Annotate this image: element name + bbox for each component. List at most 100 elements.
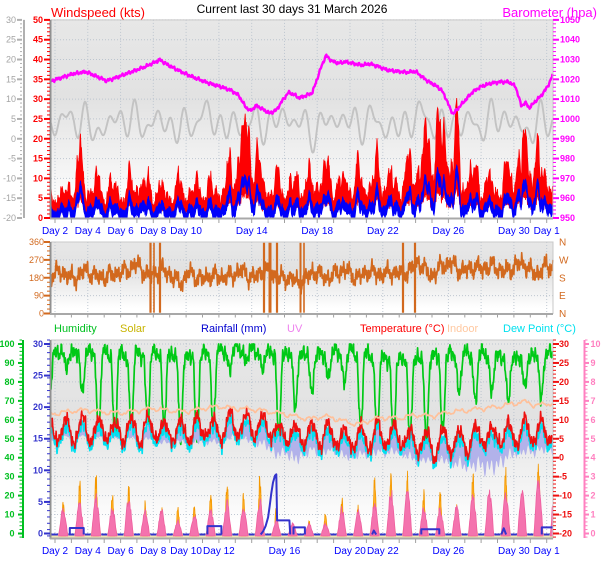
svg-text:0: 0	[559, 453, 564, 463]
svg-text:S: S	[559, 273, 566, 284]
svg-text:4: 4	[591, 453, 596, 463]
svg-text:Day 4: Day 4	[75, 226, 102, 237]
svg-text:Day 30: Day 30	[498, 226, 530, 237]
svg-text:-15: -15	[559, 510, 572, 520]
svg-text:Day 2: Day 2	[42, 226, 69, 237]
svg-text:5: 5	[38, 193, 43, 203]
svg-text:Current last 30 days 31 March: Current last 30 days 31 March 2026	[197, 2, 388, 16]
svg-text:25: 25	[33, 114, 43, 124]
svg-text:100: 100	[0, 339, 15, 349]
svg-text:1040: 1040	[560, 35, 580, 45]
svg-text:Day 1: Day 1	[534, 546, 561, 557]
svg-text:10: 10	[33, 173, 43, 183]
svg-text:5: 5	[38, 497, 43, 507]
svg-text:Day 6: Day 6	[108, 546, 135, 557]
svg-text:2: 2	[591, 491, 596, 501]
svg-text:20: 20	[33, 402, 43, 412]
svg-text:7: 7	[591, 396, 596, 406]
svg-text:10: 10	[4, 510, 14, 520]
svg-text:10: 10	[591, 339, 601, 349]
svg-text:6: 6	[591, 415, 596, 425]
svg-text:N: N	[559, 238, 566, 249]
svg-text:30: 30	[33, 339, 43, 349]
svg-text:0: 0	[39, 309, 44, 319]
svg-text:Windspeed (kts): Windspeed (kts)	[51, 5, 145, 20]
svg-text:Day 12: Day 12	[203, 546, 235, 557]
svg-text:80: 80	[4, 377, 14, 387]
svg-text:10: 10	[6, 94, 16, 104]
svg-text:30: 30	[33, 94, 43, 104]
svg-text:30: 30	[559, 339, 569, 349]
svg-text:Day 10: Day 10	[170, 546, 202, 557]
svg-text:Day 14: Day 14	[236, 226, 268, 237]
svg-text:9: 9	[591, 358, 596, 368]
svg-text:Day 1: Day 1	[534, 226, 561, 237]
svg-text:Day 6: Day 6	[108, 226, 135, 237]
svg-text:Day 26: Day 26	[433, 546, 465, 557]
svg-text:25: 25	[6, 35, 16, 45]
svg-text:270: 270	[29, 255, 44, 265]
svg-text:Day 2: Day 2	[42, 546, 69, 557]
svg-text:40: 40	[4, 453, 14, 463]
svg-text:90: 90	[4, 358, 14, 368]
svg-text:20: 20	[6, 55, 16, 65]
svg-text:Day 10: Day 10	[170, 226, 202, 237]
svg-text:360: 360	[29, 237, 44, 247]
svg-text:15: 15	[33, 154, 43, 164]
svg-text:0: 0	[591, 529, 596, 539]
svg-text:15: 15	[6, 74, 16, 84]
svg-text:1010: 1010	[560, 94, 580, 104]
svg-text:5: 5	[591, 434, 596, 444]
svg-text:Day 22: Day 22	[367, 226, 399, 237]
svg-text:35: 35	[33, 74, 43, 84]
svg-text:Day 8: Day 8	[140, 546, 167, 557]
svg-text:30: 30	[6, 15, 16, 25]
svg-text:3: 3	[591, 472, 596, 482]
svg-text:15: 15	[33, 434, 43, 444]
svg-text:60: 60	[4, 415, 14, 425]
svg-text:0: 0	[38, 213, 43, 223]
svg-text:1: 1	[591, 510, 596, 520]
svg-text:Day 8: Day 8	[140, 226, 167, 237]
svg-text:UV: UV	[287, 323, 303, 335]
svg-text:30: 30	[4, 472, 14, 482]
svg-text:Dew Point (°C): Dew Point (°C)	[503, 323, 576, 335]
svg-text:970: 970	[560, 173, 575, 183]
svg-text:45: 45	[33, 35, 43, 45]
svg-text:15: 15	[559, 396, 569, 406]
svg-text:Humidity: Humidity	[54, 323, 97, 335]
svg-text:20: 20	[33, 134, 43, 144]
svg-text:20: 20	[4, 491, 14, 501]
svg-text:Day 30: Day 30	[498, 546, 530, 557]
svg-text:1020: 1020	[560, 74, 580, 84]
svg-text:Indoor: Indoor	[447, 323, 479, 335]
svg-text:-10: -10	[559, 491, 572, 501]
svg-text:1000: 1000	[560, 114, 580, 124]
svg-text:N: N	[559, 309, 566, 320]
svg-text:Day 22: Day 22	[367, 546, 399, 557]
svg-text:Day 16: Day 16	[269, 546, 301, 557]
svg-text:980: 980	[560, 154, 575, 164]
svg-text:Solar: Solar	[120, 323, 146, 335]
svg-text:90: 90	[34, 291, 44, 301]
svg-text:990: 990	[560, 134, 575, 144]
svg-text:Day 18: Day 18	[301, 226, 333, 237]
svg-text:Day 20: Day 20	[334, 546, 366, 557]
svg-text:-20: -20	[559, 529, 572, 539]
svg-text:Day 26: Day 26	[433, 226, 465, 237]
svg-text:40: 40	[33, 55, 43, 65]
svg-text:-20: -20	[3, 213, 16, 223]
svg-text:25: 25	[33, 371, 43, 381]
svg-text:950: 950	[560, 213, 575, 223]
svg-text:0: 0	[38, 529, 43, 539]
svg-text:Temperature (°C): Temperature (°C)	[360, 323, 444, 335]
svg-text:960: 960	[560, 193, 575, 203]
svg-text:20: 20	[559, 377, 569, 387]
svg-text:10: 10	[559, 415, 569, 425]
svg-text:Rainfall (mm): Rainfall (mm)	[201, 323, 266, 335]
svg-text:W: W	[559, 255, 569, 266]
svg-text:180: 180	[29, 273, 44, 283]
svg-text:50: 50	[33, 15, 43, 25]
svg-text:-5: -5	[8, 154, 16, 164]
svg-text:0: 0	[9, 529, 14, 539]
